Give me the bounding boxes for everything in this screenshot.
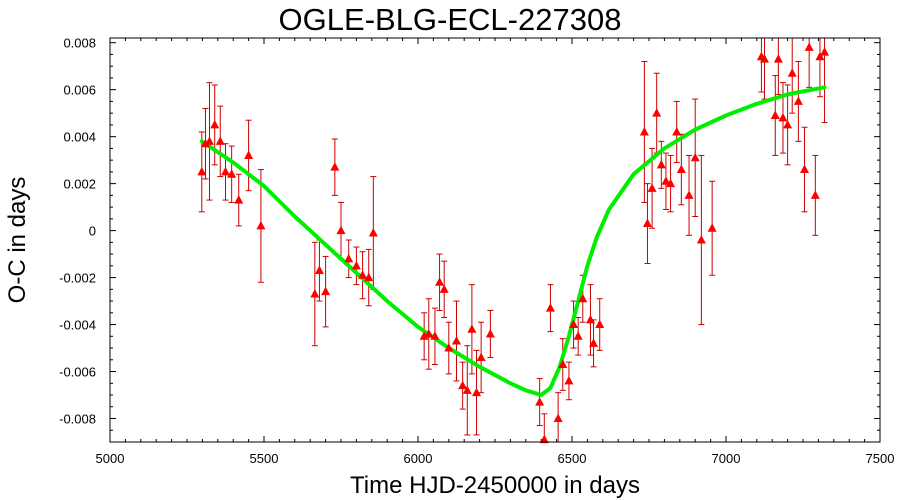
data-point-triangle [773, 54, 783, 63]
y-axis-label: O-C in days [4, 177, 31, 304]
data-point-triangle [210, 119, 220, 129]
y-tick-label: 0.008 [63, 36, 96, 51]
data-point-triangle [787, 68, 797, 77]
y-tick-label: -0.002 [59, 271, 96, 286]
data-point-triangle [444, 343, 454, 352]
data-point-triangle [336, 225, 346, 235]
fit-curve [199, 85, 827, 397]
plot-frame [109, 37, 881, 443]
y-tick-label: 0.006 [63, 83, 96, 98]
data-point-triangle [215, 136, 225, 145]
data-point-triangle [672, 126, 682, 136]
data-point-triangle [652, 108, 662, 117]
y-tick-label: 0 [89, 224, 96, 239]
x-tick-label: 6500 [558, 451, 587, 466]
data-point-triangle [793, 96, 803, 105]
data-point-triangle [458, 380, 468, 390]
data-point-triangle [227, 169, 237, 178]
y-tick-label: -0.006 [59, 365, 96, 380]
data-point-triangle [467, 324, 477, 333]
data-point-triangle [539, 434, 549, 444]
data-point-triangle [656, 159, 666, 169]
data-point-triangle [234, 195, 244, 204]
data-point-triangle [578, 293, 588, 303]
data-point-triangle [439, 284, 449, 293]
data-point-triangle [476, 352, 486, 361]
data-point-triangle [364, 272, 374, 282]
chart-title: OGLE-BLG-ECL-227308 [279, 2, 622, 37]
data-point-triangle [661, 176, 671, 185]
data-point-triangle [419, 331, 429, 340]
data-point-triangle [256, 220, 266, 230]
data-point-triangle [430, 331, 440, 340]
data-point-triangle [368, 227, 378, 237]
data-point-triangle [639, 126, 649, 136]
data-point-triangle [545, 303, 555, 312]
data-point-triangle [573, 331, 583, 340]
data-point-triangle [204, 136, 214, 145]
x-tick-label: 5500 [250, 451, 279, 466]
data-point-triangle [569, 319, 579, 329]
data-point-triangle [804, 42, 814, 51]
data-point-triangle [321, 286, 331, 296]
marker-layer [197, 42, 830, 444]
data-point-triangle [815, 51, 825, 61]
data-point-triangle [760, 54, 769, 63]
data-point-triangle [564, 375, 574, 385]
data-point-triangle [684, 190, 694, 199]
data-point-triangle [647, 183, 657, 192]
data-point-triangle [707, 223, 717, 232]
data-point-triangle [690, 152, 700, 162]
data-point-triangle [351, 260, 361, 270]
data-point-triangle [472, 387, 482, 397]
data-point-triangle [435, 277, 445, 286]
x-axis-label: Time HJD-2450000 in days [350, 472, 640, 499]
data-point-triangle [452, 336, 461, 345]
data-point-triangle [585, 314, 595, 324]
data-point-triangle [244, 150, 254, 159]
data-point-triangle [666, 178, 676, 188]
data-point-triangle [221, 166, 230, 176]
data-point-triangle [330, 162, 340, 171]
data-point-triangle [197, 166, 207, 176]
data-point-triangle [558, 359, 568, 368]
data-point-triangle [344, 253, 354, 263]
data-point-triangle [358, 270, 368, 279]
data-point-triangle [783, 119, 793, 129]
data-point-triangle [200, 138, 210, 148]
y-tick-label: -0.008 [59, 412, 96, 427]
data-point-triangle [595, 319, 605, 329]
data-point-triangle [696, 235, 706, 244]
x-tick-label: 7500 [866, 451, 895, 466]
data-point-triangle [778, 112, 788, 122]
data-point-triangle [424, 328, 434, 338]
y-tick-label: -0.004 [59, 318, 96, 333]
data-point-triangle [770, 110, 780, 120]
data-point-triangle [314, 265, 324, 275]
data-point-triangle [589, 338, 599, 347]
y-tick-label: 0.004 [63, 130, 96, 145]
data-point-triangle [810, 190, 820, 199]
data-point-triangle [820, 47, 830, 56]
data-point-triangle [462, 385, 472, 394]
x-tick-label: 5000 [96, 451, 125, 466]
data-point-triangle [310, 289, 320, 298]
data-point-triangle [485, 328, 495, 338]
data-point-triangle [535, 397, 545, 406]
fit-layer [199, 85, 827, 397]
data-point-triangle [642, 218, 652, 228]
data-point-triangle [800, 164, 810, 174]
data-point-triangle [553, 413, 563, 423]
data-point-triangle [676, 164, 686, 174]
x-tick-label: 7000 [712, 451, 741, 466]
y-tick-label: 0.002 [63, 177, 96, 192]
x-tick-label: 6000 [404, 451, 433, 466]
